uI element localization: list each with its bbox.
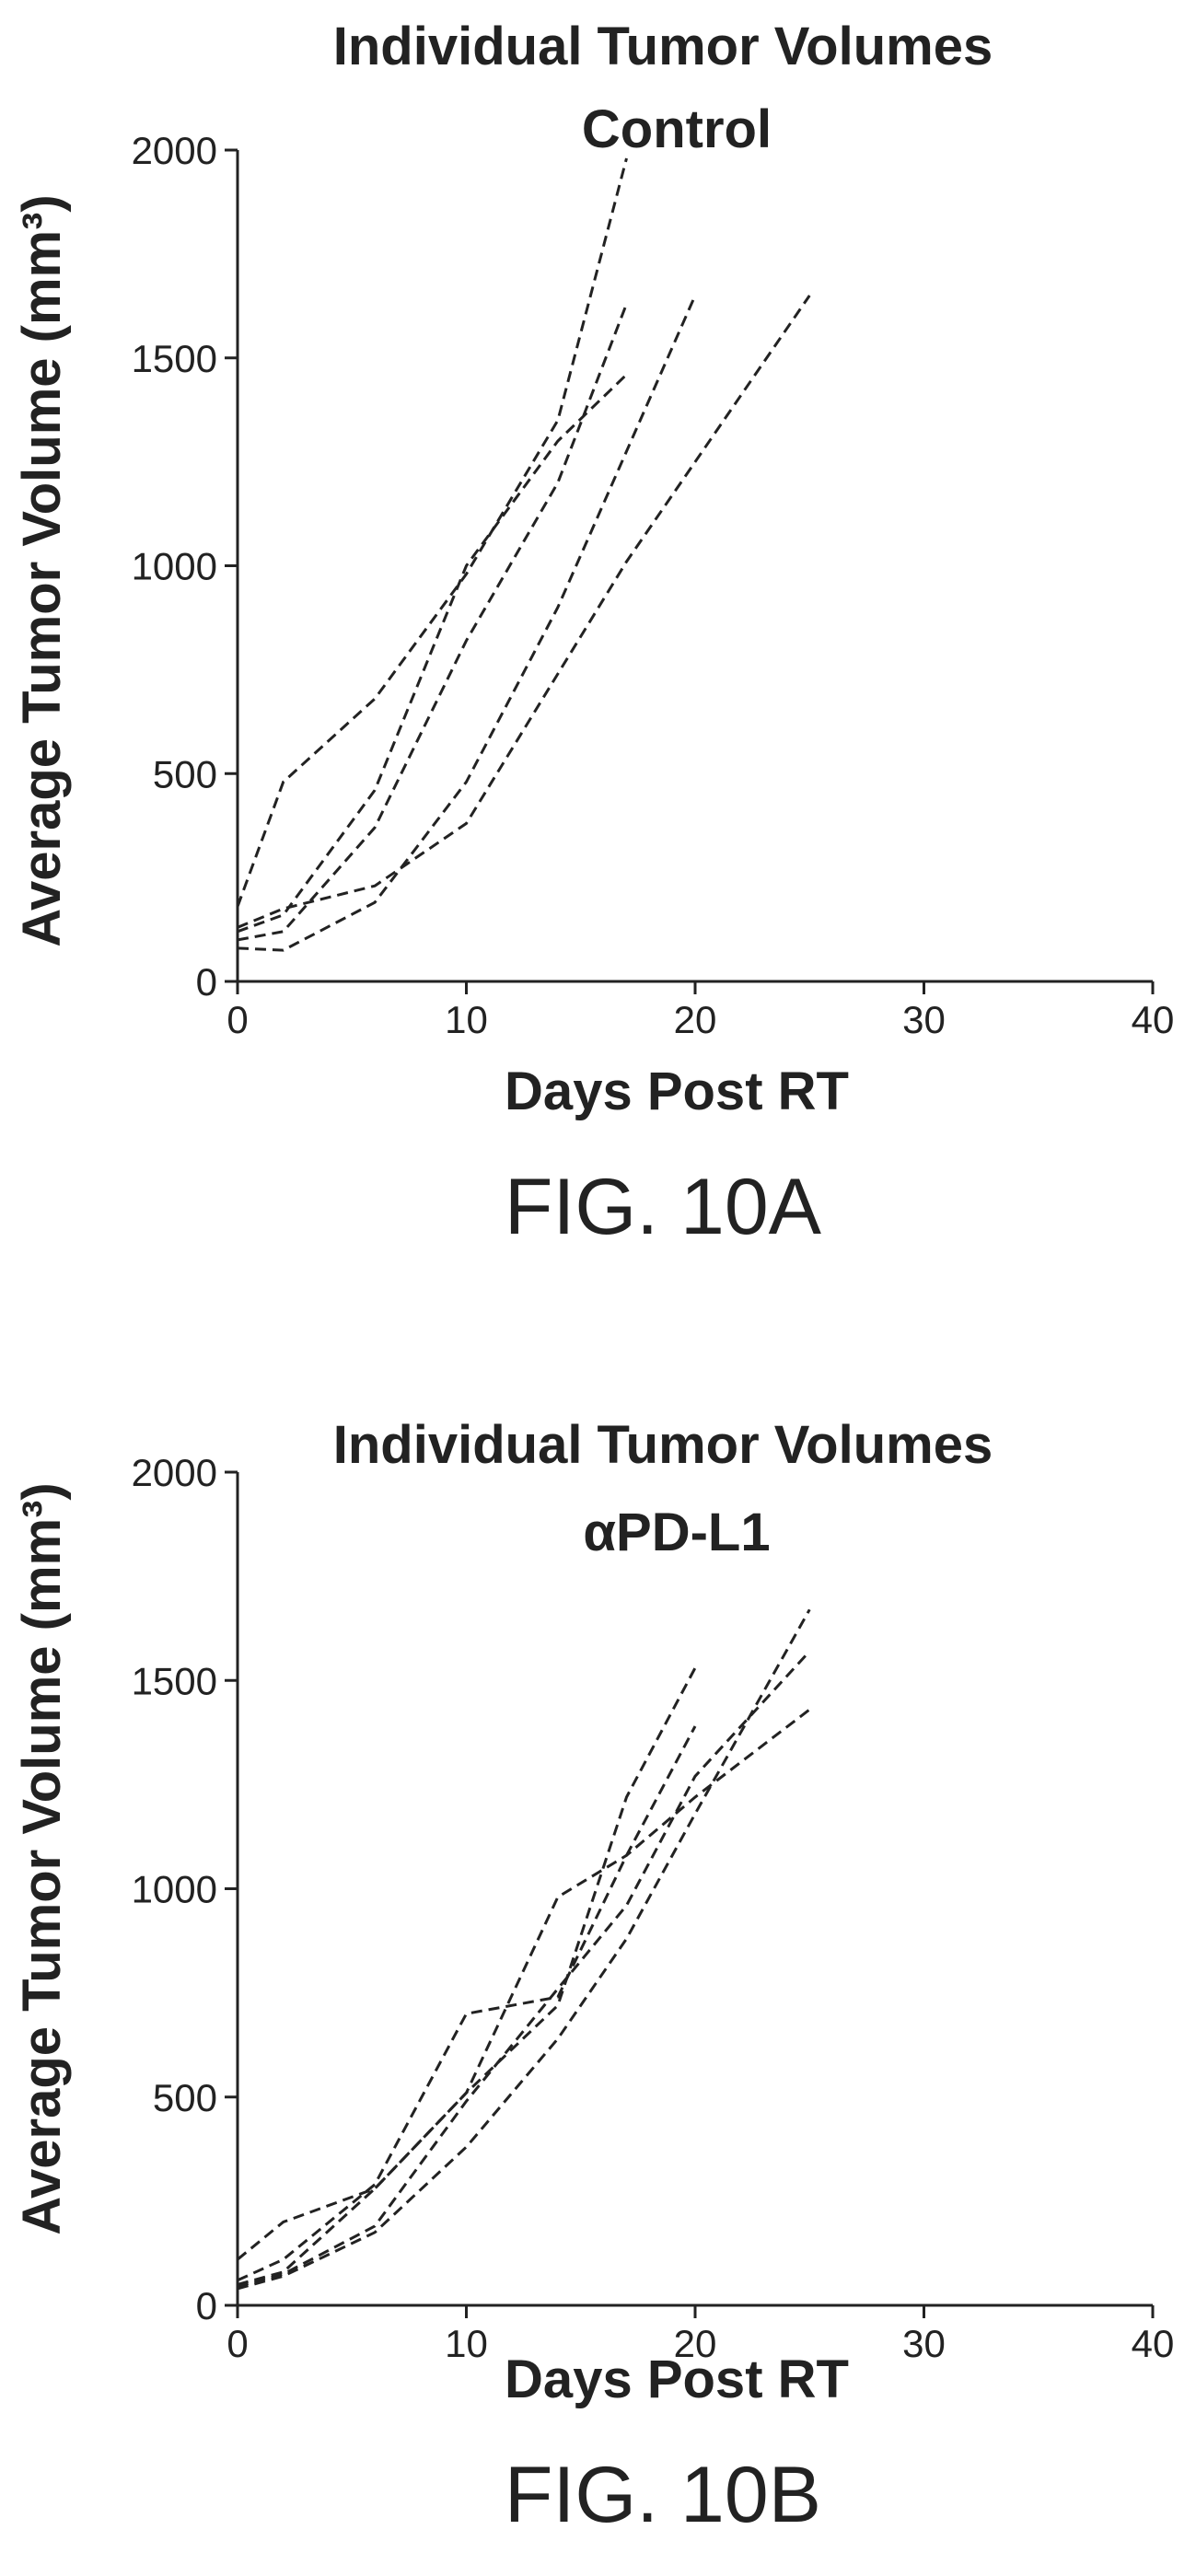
x-tick-label: 10 — [445, 998, 488, 1041]
x-tick-label: 40 — [1132, 2322, 1175, 2365]
y-axis-label: Average Tumor Volume (mm³) — [12, 194, 72, 947]
series-line-3 — [237, 303, 628, 942]
y-tick-label: 500 — [153, 2076, 217, 2119]
chart-subtitle: Control — [582, 99, 772, 159]
x-tick-label: 30 — [902, 2322, 946, 2365]
x-tick-label: 0 — [226, 998, 248, 1041]
x-tick-label: 30 — [902, 998, 946, 1041]
y-tick-label: 0 — [196, 2284, 217, 2327]
chart-title: Individual Tumor Volumes — [333, 1415, 993, 1475]
plot-area: 0 500 1000 1500 2000 0 10 20 30 40 — [132, 129, 1175, 1041]
x-tick-label: 0 — [226, 2322, 248, 2365]
series-line-5 — [237, 1608, 811, 2291]
x-axis-label: Days Post RT — [505, 1062, 849, 1121]
x-tick-label: 10 — [445, 2322, 488, 2365]
chart-svg-control: Individual Tumor Volumes Control Average… — [12, 17, 1175, 1251]
x-tick-label: 40 — [1132, 998, 1175, 1041]
series-line-4 — [237, 295, 697, 952]
series-line-1 — [236, 157, 628, 908]
series-line-2 — [237, 1725, 697, 2282]
series-line-2 — [237, 373, 628, 934]
y-tick-label: 2000 — [132, 129, 217, 172]
y-axis-label: Average Tumor Volume (mm³) — [12, 1482, 72, 2235]
plot-area: 0 500 1000 1500 2000 0 10 20 30 40 — [132, 1451, 1175, 2365]
y-tick-label: 1000 — [132, 545, 217, 588]
y-tick-label: 1000 — [132, 1868, 217, 1911]
figure-label: FIG. 10B — [505, 2451, 821, 2539]
chart-subtitle: αPD-L1 — [583, 1503, 770, 1562]
chart-svg-apdl1: Individual Tumor Volumes αPD-L1 Average … — [12, 1415, 1175, 2539]
series-line-3 — [237, 1708, 811, 2286]
series-line-1 — [237, 1666, 697, 2261]
y-tick-label: 1500 — [132, 1659, 217, 1702]
y-tick-label: 2000 — [132, 1451, 217, 1494]
x-axis-label: Days Post RT — [505, 2350, 849, 2409]
y-tick-label: 0 — [196, 960, 217, 1004]
series-line-4 — [237, 1650, 811, 2289]
chart-panel-apdl1: Individual Tumor Volumes αPD-L1 Average … — [0, 1288, 1196, 2576]
chart-title: Individual Tumor Volumes — [333, 17, 993, 76]
y-tick-label: 1500 — [132, 337, 217, 380]
x-tick-label: 20 — [674, 998, 717, 1041]
x-tick-label: 20 — [674, 2322, 717, 2365]
figure-label: FIG. 10A — [505, 1163, 822, 1251]
series-line-5 — [237, 295, 811, 929]
y-tick-label: 500 — [153, 752, 217, 795]
chart-panel-control: Individual Tumor Volumes Control Average… — [12, 17, 1175, 1251]
